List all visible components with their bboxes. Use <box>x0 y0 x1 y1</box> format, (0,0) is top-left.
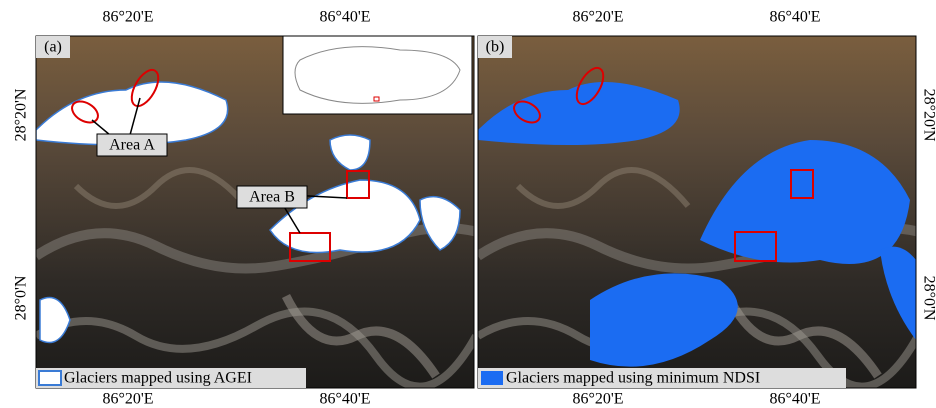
side-tick: 28°0'N <box>920 276 936 321</box>
side-tick: 28°0'N <box>13 275 30 320</box>
legend-b-swatch <box>481 371 503 385</box>
figure: Area A Area B (a) (b) Glaciers mapped us… <box>0 0 936 408</box>
legend-b-text: Glaciers mapped using minimum NDSI <box>506 370 760 387</box>
panel-a-map <box>36 36 516 388</box>
area-b-label: Area B <box>249 189 295 206</box>
panel-b-map <box>478 36 936 388</box>
bottom-tick: 86°20'E <box>572 391 623 408</box>
panel-b-label: (b) <box>486 39 505 56</box>
side-tick: 28°20'N <box>13 88 30 141</box>
side-tick: 28°20'N <box>920 89 936 142</box>
bottom-tick: 86°40'E <box>319 391 370 408</box>
area-a-label: Area A <box>109 137 155 154</box>
top-tick: 86°20'E <box>572 9 623 26</box>
panel-a-label: (a) <box>44 39 62 56</box>
legend-a-text: Glaciers mapped using AGEI <box>64 370 252 387</box>
top-tick: 86°40'E <box>319 9 370 26</box>
legend-a-swatch <box>39 371 61 385</box>
bottom-tick: 86°40'E <box>769 391 820 408</box>
top-tick: 86°20'E <box>102 9 153 26</box>
top-tick: 86°40'E <box>769 9 820 26</box>
bottom-tick: 86°20'E <box>102 391 153 408</box>
